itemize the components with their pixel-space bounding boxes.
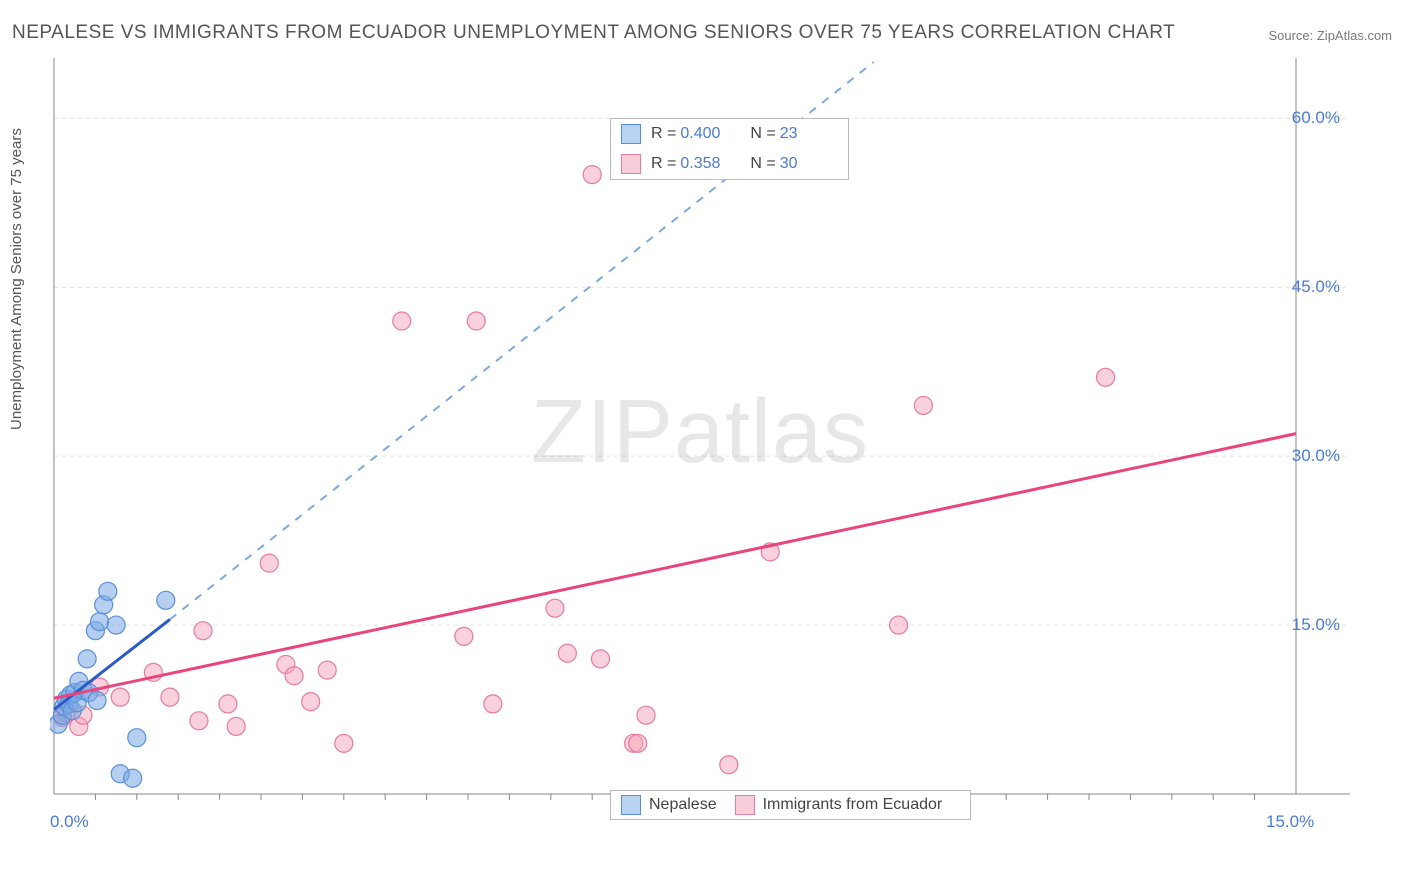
legend-stats-row-nepalese: R = 0.400 N = 23: [611, 119, 848, 149]
y-axis-label: Unemployment Among Seniors over 75 years: [8, 128, 25, 430]
y-tick-label: 60.0%: [1292, 108, 1340, 128]
legend-stats: R = 0.400 N = 23 R = 0.358 N = 30: [610, 118, 849, 180]
swatch-nepalese: [621, 795, 641, 815]
chart-area: ZIPatlas R = 0.400 N = 23 R = 0.358 N = …: [50, 58, 1350, 828]
r-label: R =: [651, 125, 676, 143]
n-value-ecuador: 30: [780, 155, 838, 173]
n-value-nepalese: 23: [780, 125, 838, 143]
y-tick-label: 30.0%: [1292, 446, 1340, 466]
chart-title: NEPALESE VS IMMIGRANTS FROM ECUADOR UNEM…: [12, 22, 1175, 44]
y-tick-label: 15.0%: [1292, 615, 1340, 635]
source-attribution: Source: ZipAtlas.com: [1268, 28, 1392, 43]
legend-label-ecuador: Immigrants from Ecuador: [763, 796, 943, 814]
x-tick-label: 0.0%: [50, 812, 89, 832]
legend-label-nepalese: Nepalese: [649, 796, 717, 814]
r-value-nepalese: 0.400: [680, 125, 738, 143]
swatch-ecuador: [735, 795, 755, 815]
y-tick-label: 45.0%: [1292, 277, 1340, 297]
legend-stats-row-ecuador: R = 0.358 N = 30: [611, 149, 848, 179]
n-label: N =: [750, 155, 775, 173]
swatch-nepalese: [621, 124, 641, 144]
x-tick-label: 15.0%: [1266, 812, 1314, 832]
n-label: N =: [750, 125, 775, 143]
r-label: R =: [651, 155, 676, 173]
r-value-ecuador: 0.358: [680, 155, 738, 173]
legend-series: Nepalese Immigrants from Ecuador: [610, 790, 971, 820]
swatch-ecuador: [621, 154, 641, 174]
